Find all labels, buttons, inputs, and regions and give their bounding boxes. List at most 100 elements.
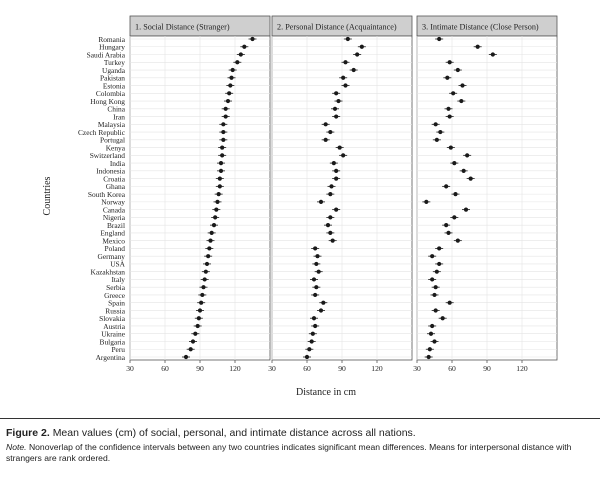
data-point [225, 98, 231, 104]
data-point [343, 83, 348, 88]
data-point [355, 52, 360, 57]
data-point [202, 277, 207, 282]
data-point [351, 67, 356, 73]
data-point [250, 36, 255, 42]
x-tick-label: 90 [338, 364, 346, 373]
data-point [314, 261, 319, 267]
data-point [218, 168, 224, 173]
data-point [201, 285, 206, 290]
data-point [203, 269, 208, 274]
data-point [313, 246, 318, 251]
data-point [463, 207, 469, 212]
data-point [334, 176, 339, 181]
country-label: Turkey [104, 58, 125, 67]
data-point [313, 323, 318, 329]
x-axis-label: Distance in cm [296, 387, 356, 398]
country-label: Austria [103, 322, 125, 331]
x-tick-label: 120 [229, 364, 241, 373]
data-point [448, 145, 453, 150]
data-point [468, 176, 473, 181]
data-point [452, 160, 457, 166]
country-label: Kenya [106, 143, 126, 152]
country-label: Canada [103, 205, 126, 214]
data-point [475, 44, 480, 49]
panel-title: 3. Intimate Distance (Close Person) [422, 23, 539, 32]
data-point [221, 129, 226, 135]
country-label: Croatia [103, 174, 125, 183]
country-label: Spain [108, 299, 125, 308]
x-tick-label: 120 [516, 364, 528, 373]
x-tick-label: 120 [371, 364, 383, 373]
data-point [451, 91, 456, 96]
data-point [334, 207, 339, 212]
country-label: Iran [113, 112, 125, 121]
data-point [444, 184, 449, 189]
country-label: India [110, 159, 126, 168]
x-tick-label: 60 [448, 364, 456, 373]
data-point [426, 354, 431, 360]
country-label: Greece [104, 291, 126, 300]
data-point [434, 269, 439, 274]
data-point [445, 75, 450, 80]
panel-title: 1. Social Distance (Stranger) [135, 23, 230, 32]
data-point [211, 223, 217, 228]
country-label: Ghana [106, 182, 126, 191]
data-point [432, 292, 437, 298]
x-tick-label: 60 [303, 364, 311, 373]
country-label: Mexico [102, 236, 125, 245]
country-label: South Korea [88, 190, 126, 199]
data-point [209, 230, 214, 236]
country-label: Saudi Arabia [87, 50, 126, 59]
data-point [446, 230, 451, 236]
data-point [447, 300, 452, 305]
data-point [433, 285, 438, 290]
country-label: Portugal [100, 136, 125, 145]
country-label: Bulgaria [100, 337, 126, 346]
country-label: Germany [98, 252, 126, 261]
data-point [304, 354, 310, 360]
country-label: Norway [101, 198, 125, 207]
data-point [359, 44, 364, 49]
country-label: Brazil [107, 221, 125, 230]
data-point [221, 122, 226, 127]
country-label: Nigeria [103, 213, 126, 222]
data-point [328, 192, 333, 197]
panel-2: 2. Personal Distance (Acquaintance) 30 60 9… [268, 15, 413, 373]
data-point [220, 153, 225, 158]
country-label: England [100, 229, 125, 238]
data-point [183, 354, 189, 360]
data-point [223, 106, 228, 111]
caption-text: Mean values (cm) of social, personal, an… [52, 427, 416, 439]
data-point [461, 168, 466, 173]
country-label: Hong Kong [90, 97, 125, 106]
data-point [434, 137, 439, 142]
data-point [307, 347, 312, 352]
data-point [446, 106, 451, 111]
data-point [206, 254, 211, 259]
country-label: USA [110, 260, 125, 269]
country-label: Estonia [103, 81, 126, 90]
data-point [430, 323, 435, 329]
data-point [330, 238, 335, 243]
note-label: Note. [6, 442, 27, 452]
data-point [341, 75, 346, 80]
data-point [190, 339, 196, 344]
y-axis-label: Countries [42, 176, 53, 215]
data-point [218, 160, 224, 166]
data-point [452, 215, 457, 220]
data-point [329, 184, 334, 189]
data-point [227, 91, 232, 96]
panel-1: 1. Social Distance (Stranger) 30 60 90 120 [126, 15, 271, 373]
data-point [437, 36, 442, 42]
data-point [217, 176, 222, 181]
caption-label: Figure 2. [6, 427, 50, 439]
country-label: Indonesia [96, 167, 125, 176]
data-point [204, 261, 210, 267]
data-point [242, 44, 247, 49]
data-point [433, 308, 438, 313]
data-point [200, 292, 205, 298]
data-point [309, 339, 314, 344]
data-point [207, 246, 212, 251]
